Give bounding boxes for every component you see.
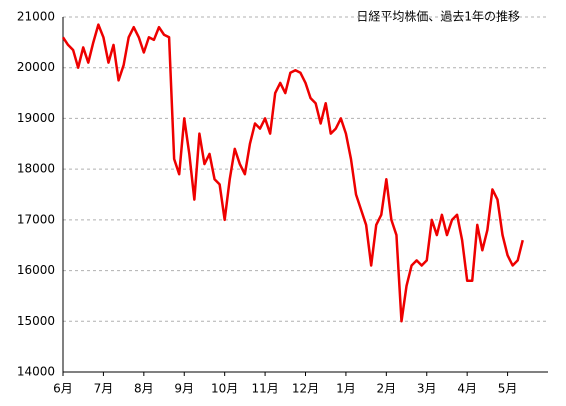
y-tick-label: 21000: [17, 10, 55, 24]
chart-title: 日経平均株価、過去1年の推移: [356, 9, 520, 24]
y-tick-label: 14000: [17, 365, 55, 379]
data-line: [61, 23, 524, 323]
x-tick-label: 7月: [94, 382, 114, 396]
x-tick-label: 4月: [457, 382, 477, 396]
x-tick-label: 12月: [292, 382, 319, 396]
y-tick-label: 20000: [17, 60, 55, 74]
x-tick-label: 3月: [417, 382, 437, 396]
y-tick-label: 18000: [17, 162, 55, 176]
plot-area: [63, 17, 548, 372]
x-tick-label: 9月: [174, 382, 194, 396]
y-tick-label: 17000: [17, 212, 55, 226]
x-tick-label: 2月: [377, 382, 397, 396]
x-tick-label: 11月: [251, 382, 278, 396]
y-tick-label: 16000: [17, 263, 55, 277]
x-tick-label: 8月: [134, 382, 154, 396]
x-tick-label: 6月: [53, 382, 73, 396]
y-tick-label: 19000: [17, 111, 55, 125]
x-tick-label: 10月: [211, 382, 238, 396]
y-tick-label: 15000: [17, 314, 55, 328]
x-tick-label: 1月: [336, 382, 356, 396]
x-tick-label: 5月: [498, 382, 518, 396]
